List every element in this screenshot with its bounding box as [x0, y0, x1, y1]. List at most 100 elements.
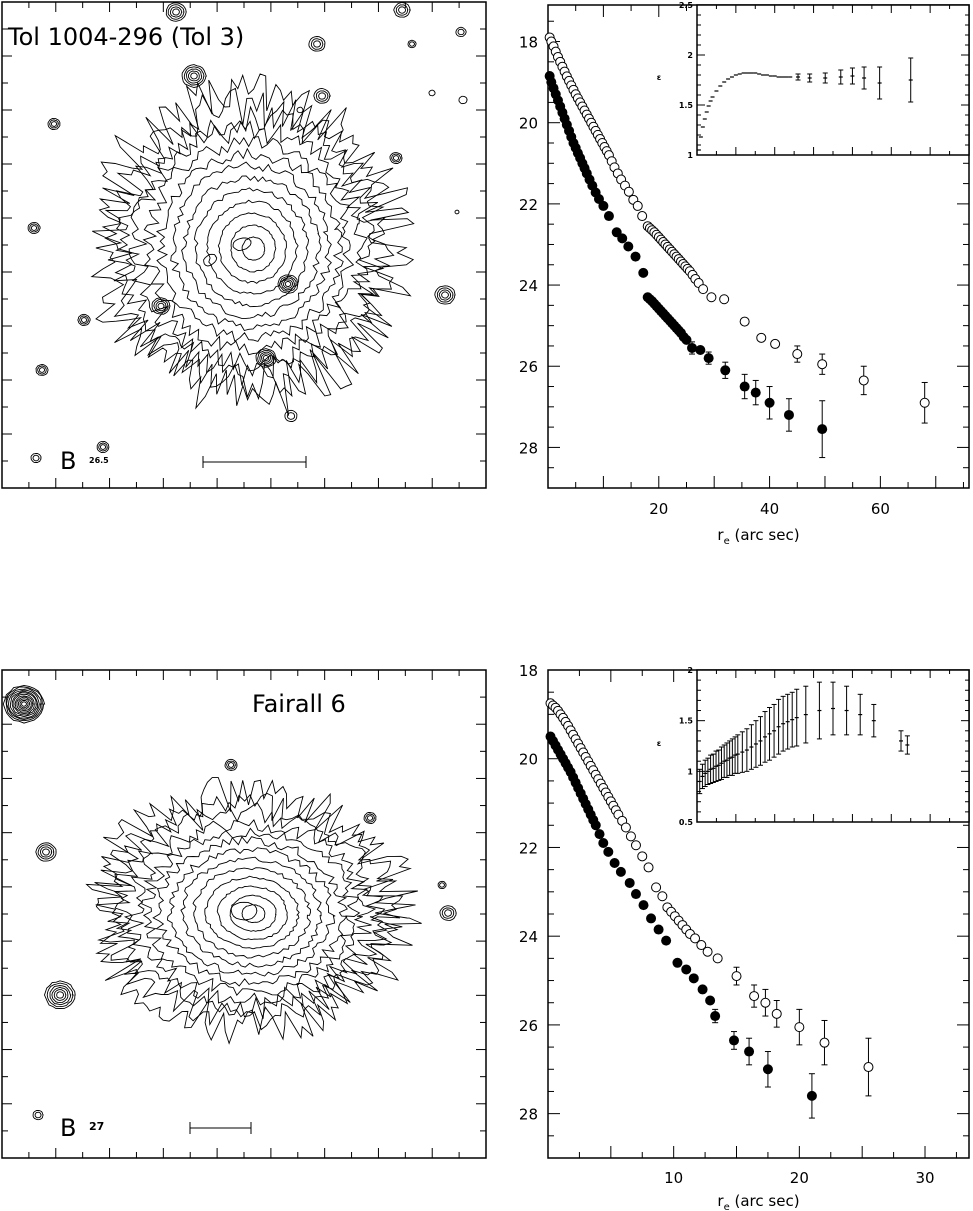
star-contour: [454, 209, 460, 215]
data-point: [703, 353, 714, 364]
star-contour: [395, 4, 409, 16]
star-contour: [434, 285, 456, 305]
data-point: [598, 200, 609, 211]
y-tick-label: 20: [519, 115, 538, 133]
y-tick-label: 24: [519, 928, 538, 946]
galaxy-isophote: [230, 224, 277, 273]
data-point: [625, 831, 636, 842]
star-contour: [11, 692, 37, 716]
data-point: [681, 964, 692, 975]
data-point: [863, 1062, 874, 1073]
galaxy-isophote: [113, 801, 388, 1019]
star-contour: [19, 699, 29, 709]
inset-frame: [696, 4, 970, 156]
star-contour: [455, 26, 467, 38]
star-contour: [428, 89, 436, 97]
data-point: [806, 1090, 817, 1101]
star-contour: [437, 880, 447, 890]
star-contour: [157, 302, 165, 310]
star-contour: [167, 4, 185, 20]
star-contour: [51, 121, 58, 127]
data-point: [615, 866, 626, 877]
inset-y-tick-label: 1.5: [679, 717, 694, 726]
star-contour: [190, 72, 198, 80]
star-contour: [283, 279, 294, 289]
x-tick-label: 40: [760, 500, 779, 518]
galaxy-isophote: [166, 847, 336, 977]
star-contour: [30, 452, 42, 464]
star-contour: [38, 367, 46, 373]
data-point: [702, 946, 713, 957]
data-point: [603, 211, 614, 222]
scale-bar-1: [202, 456, 307, 468]
galaxy-isophote: [123, 819, 377, 1006]
star-contour: [365, 813, 376, 823]
star-contours-1: [27, 2, 468, 464]
star-contour: [188, 70, 200, 82]
galaxy-isophote: [170, 161, 332, 332]
star-contour: [8, 689, 40, 719]
contour-panel-1: Tol 1004-296 (Tol 3) B 26.5: [1, 1, 487, 489]
star-contour: [439, 905, 457, 921]
data-point: [749, 991, 760, 1002]
data-point: [744, 1046, 755, 1057]
galaxy-isophote: [229, 894, 277, 932]
series-open-circle: [544, 32, 930, 424]
data-point: [603, 846, 614, 857]
star-contour: [100, 444, 107, 450]
star-contour: [27, 222, 41, 235]
data-point: [817, 359, 828, 370]
series-filled-circle: [544, 71, 828, 459]
star-contour: [438, 289, 452, 301]
star-contour: [392, 155, 399, 161]
data-point: [630, 251, 641, 262]
data-point: [690, 933, 701, 944]
galaxy-isophote: [155, 147, 344, 343]
star-contour: [363, 812, 377, 824]
data-point: [672, 957, 683, 968]
star-contour: [393, 2, 411, 18]
star-contour: [228, 762, 235, 768]
star-contour: [155, 300, 167, 312]
contour-frame-ticks-1: [2, 2, 486, 488]
data-point: [819, 1037, 830, 1048]
data-point: [653, 924, 664, 935]
contour-frame-1: [1, 1, 487, 489]
x-tick-label: 10: [664, 1169, 683, 1187]
star-contour: [444, 909, 452, 917]
y-tick-label: 18: [519, 34, 538, 52]
star-contour: [296, 106, 304, 114]
star-contour: [439, 882, 445, 888]
data-point: [771, 1008, 782, 1019]
data-point: [739, 381, 750, 392]
star-contour: [53, 989, 67, 1001]
galaxy-isophote: [216, 885, 288, 941]
star-contour: [151, 297, 171, 315]
object-name-1: Tol 1004-296 (Tol 3): [7, 23, 244, 51]
star-contour: [259, 351, 274, 365]
galaxy-isophote: [180, 856, 323, 968]
star-contour: [398, 6, 406, 14]
data-point: [728, 1035, 739, 1046]
data-point: [681, 334, 692, 345]
star-contour: [34, 1111, 42, 1119]
star-contour: [35, 842, 57, 862]
star-contour: [286, 412, 296, 420]
star-contour: [32, 454, 40, 462]
star-contours-2: [2, 684, 457, 1121]
contour-frame-2: [1, 669, 487, 1159]
galaxy-isophote: [142, 136, 355, 356]
star-contour: [56, 991, 65, 999]
star-contour: [172, 8, 180, 16]
data-point: [919, 397, 930, 408]
data-point: [794, 1022, 805, 1033]
star-contour: [42, 848, 50, 856]
star-contour: [32, 1110, 44, 1121]
y-tick-label: 26: [519, 358, 538, 376]
data-point: [706, 292, 717, 303]
star-contour: [279, 275, 297, 292]
galaxy-isophote: [206, 199, 299, 295]
star-contour: [284, 409, 298, 422]
star-contour: [30, 225, 38, 231]
